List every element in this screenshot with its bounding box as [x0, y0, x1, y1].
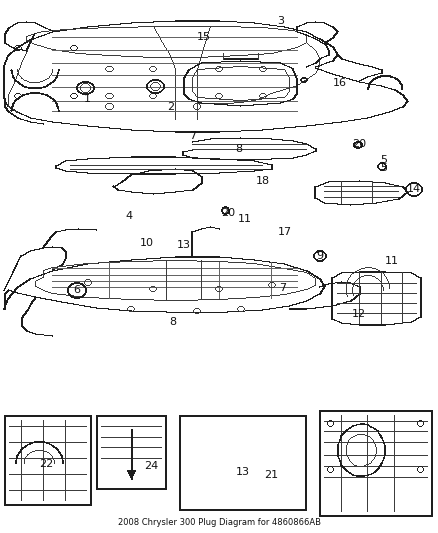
Text: 4: 4: [126, 211, 133, 221]
Text: 11: 11: [385, 256, 399, 266]
Text: 15: 15: [197, 33, 211, 42]
Text: 5: 5: [380, 155, 387, 165]
Text: 13: 13: [236, 467, 250, 477]
Text: 13: 13: [177, 240, 191, 250]
Text: 5: 5: [380, 163, 387, 173]
Text: 10: 10: [140, 238, 154, 247]
Text: 8: 8: [235, 144, 242, 154]
Text: 1: 1: [84, 94, 91, 103]
Text: 7: 7: [189, 131, 196, 141]
Text: 20: 20: [221, 208, 235, 218]
Text: 22: 22: [39, 459, 53, 469]
Text: 7: 7: [279, 283, 286, 293]
Text: 24: 24: [144, 462, 158, 471]
Text: 8: 8: [170, 318, 177, 327]
Text: 11: 11: [238, 214, 252, 223]
Text: 2: 2: [167, 102, 174, 111]
Text: 6: 6: [73, 286, 80, 295]
Text: 20: 20: [352, 139, 366, 149]
Text: 2008 Chrysler 300 Plug Diagram for 4860866AB: 2008 Chrysler 300 Plug Diagram for 48608…: [117, 518, 321, 527]
Text: 21: 21: [265, 471, 279, 480]
Text: 12: 12: [352, 310, 366, 319]
Text: 17: 17: [278, 227, 292, 237]
Text: 14: 14: [407, 184, 421, 194]
Text: 9: 9: [316, 251, 323, 261]
Text: 3: 3: [277, 17, 284, 26]
Text: 18: 18: [256, 176, 270, 186]
Text: 16: 16: [332, 78, 346, 87]
